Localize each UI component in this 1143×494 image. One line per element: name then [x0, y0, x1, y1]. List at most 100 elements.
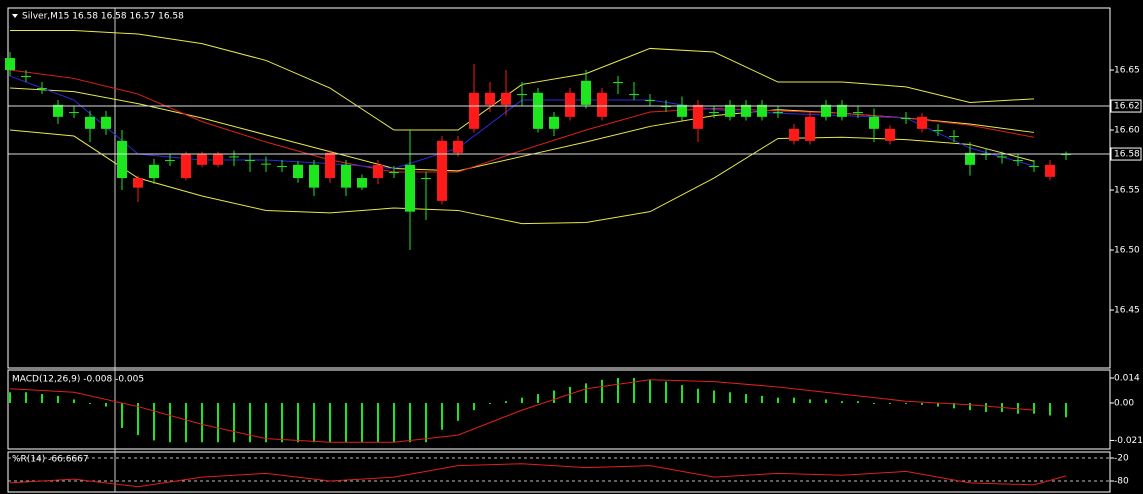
candle-body	[933, 130, 943, 132]
candle-body	[773, 112, 783, 114]
macd-frame	[7, 369, 1111, 450]
price-box	[1110, 99, 1142, 113]
candle-body	[373, 164, 383, 179]
y-tick-label: 16.45	[1114, 306, 1140, 316]
candle-body	[965, 152, 975, 165]
candle-body	[85, 116, 95, 129]
y-tick-label: -20	[1114, 454, 1129, 464]
candle-body	[1045, 164, 1055, 177]
macd-bar	[89, 402, 91, 404]
candle-body	[101, 116, 111, 129]
macd-bar	[249, 402, 251, 443]
macd-bar	[569, 386, 571, 403]
macd-bar	[969, 402, 971, 411]
candle-body	[293, 164, 303, 179]
wpr-frame	[7, 451, 1111, 493]
candle-body	[389, 172, 399, 174]
macd-bar	[1049, 402, 1051, 416]
macd-bar	[105, 402, 107, 407]
candle-body	[533, 92, 543, 129]
macd-bar	[745, 394, 747, 403]
candle-body	[917, 116, 927, 129]
candle-body	[853, 112, 863, 114]
candle-body	[405, 164, 415, 212]
macd-bar	[617, 378, 619, 403]
candle-body	[53, 104, 63, 117]
candle-body	[821, 104, 831, 117]
candle-body	[485, 92, 495, 105]
candle-body	[229, 156, 239, 158]
price-box	[1110, 147, 1142, 161]
candle-body	[453, 140, 463, 153]
candle-body	[261, 163, 271, 165]
macd-bar	[153, 402, 155, 441]
candle-body	[517, 94, 527, 96]
macd-bar	[585, 383, 587, 403]
candle-body	[1029, 166, 1039, 168]
candle-body	[309, 164, 319, 188]
macd-bar	[873, 402, 875, 404]
indicator-line	[9, 463, 1067, 488]
candle-body	[501, 92, 511, 105]
candle-body	[437, 140, 447, 201]
price-label: 16.62	[1114, 102, 1140, 112]
candle-body	[469, 92, 479, 129]
wpr-title: %R(14) -66.6667	[12, 455, 89, 465]
macd-bar	[297, 402, 299, 443]
menu-arrow[interactable]	[12, 14, 18, 18]
candle-body	[37, 88, 47, 90]
indicator-line	[10, 29, 1035, 131]
macd-bar	[713, 390, 715, 403]
macd-bar	[329, 402, 331, 443]
macd-bar	[953, 402, 955, 409]
macd-bar	[937, 402, 939, 407]
candle-body	[629, 94, 639, 96]
macd-bar	[137, 402, 139, 436]
candle-body	[69, 112, 79, 114]
indicator-line	[9, 379, 1035, 443]
macd-bar	[457, 402, 459, 421]
macd-bar	[473, 402, 475, 411]
candle-body	[133, 178, 143, 188]
macd-bar	[793, 397, 795, 403]
candle-body	[837, 104, 847, 117]
y-tick-label: 0.00	[1114, 398, 1134, 408]
candle-body	[21, 76, 31, 78]
candle-body	[181, 154, 191, 179]
macd-bar	[201, 402, 203, 443]
macd-bar	[889, 402, 891, 404]
macd-bar	[809, 399, 811, 403]
macd-bar	[265, 402, 267, 443]
macd-bar	[121, 402, 123, 428]
candle-body	[5, 58, 15, 71]
macd-bar	[841, 401, 843, 403]
candle-body	[997, 156, 1007, 158]
macd-bar	[377, 402, 379, 443]
candle-body	[805, 116, 815, 141]
candle-body	[949, 136, 959, 138]
y-tick-label: 16.60	[1114, 126, 1140, 136]
macd-bar	[185, 402, 187, 443]
macd-bar	[601, 379, 603, 403]
candle-body	[869, 116, 879, 129]
candle-body	[341, 164, 351, 188]
main-frame	[7, 7, 1111, 369]
candle-body	[197, 154, 207, 165]
y-tick-label: 0.014	[1114, 374, 1140, 384]
macd-bar	[409, 402, 411, 443]
candle-body	[277, 166, 287, 168]
candle-body	[757, 104, 767, 117]
macd-bar	[393, 402, 395, 443]
macd-bar	[1033, 402, 1035, 414]
macd-bar	[9, 392, 11, 403]
macd-bar	[313, 402, 315, 443]
indicator-line	[9, 69, 1035, 173]
macd-bar	[1065, 402, 1067, 418]
candle-body	[357, 178, 367, 188]
macd-bar	[681, 385, 683, 403]
candle-body	[149, 164, 159, 179]
macd-bar	[649, 379, 651, 403]
macd-bar	[825, 399, 827, 403]
macd-title: MACD(12,26,9) -0.008 -0.005	[12, 375, 144, 385]
